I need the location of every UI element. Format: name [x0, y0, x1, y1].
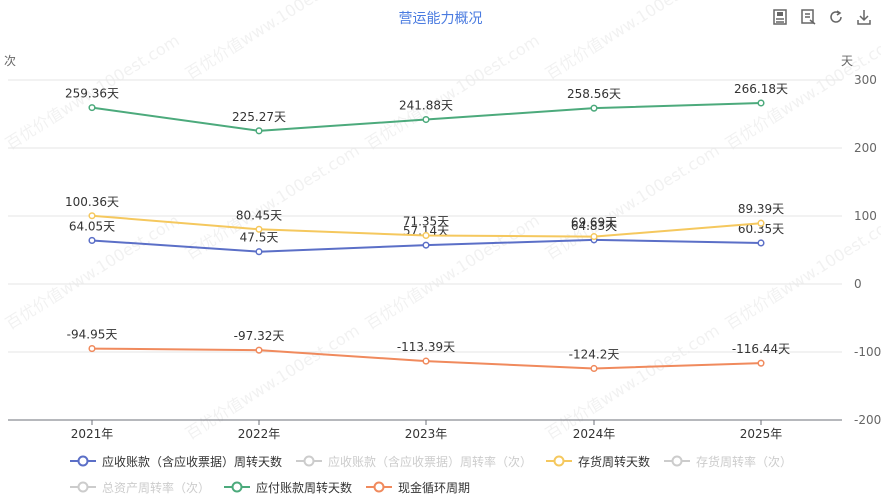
data-point [422, 241, 430, 249]
legend-item[interactable]: 存货周转天数 [546, 453, 650, 470]
restore-icon[interactable] [825, 6, 847, 28]
legend-marker [296, 455, 323, 467]
legend-label: 存货周转天数 [578, 454, 651, 469]
data-label: -94.95天 [67, 328, 118, 342]
legend-item[interactable]: 应付账款周转天数 [224, 479, 352, 496]
legend-row: 应收账款（含应收票据）周转天数 应收账款（含应收票据）周转率（次） 存货周转天数 存货… [70, 448, 830, 474]
watermark-text: 百优价值www.100est.com [182, 0, 363, 83]
data-point [757, 239, 765, 247]
data-point [757, 359, 765, 367]
watermark-text: 百优价值www.100est.com [542, 141, 723, 264]
legend-marker [70, 455, 96, 467]
right-axis-unit: 天 [840, 54, 853, 68]
legend-label: 应收账款（含应收票据）周转天数 [102, 454, 283, 469]
watermark-text: 百优价值www.100est.com [362, 211, 543, 334]
data-point [255, 127, 263, 135]
data-label: 80.45天 [236, 208, 282, 222]
data-point [422, 115, 430, 124]
x-tick-label: 2025年 [740, 427, 783, 441]
data-point [757, 99, 765, 107]
data-point [255, 346, 263, 354]
data-label: -124.2天 [569, 347, 620, 361]
toolbox [769, 6, 875, 28]
data-label: -116.44天 [732, 342, 790, 356]
data-point [590, 233, 598, 241]
y-tick-label: 100 [854, 209, 877, 223]
legend-label: 应收账款（含应收票据）周转率（次） [328, 454, 533, 469]
legend-marker [546, 455, 573, 467]
data-point [422, 231, 430, 240]
y-tick-label: 0 [854, 277, 862, 291]
legend-item[interactable]: 应收账款（含应收票据）周转天数 [70, 453, 282, 470]
data-point [590, 104, 598, 112]
y-tick-label: -100 [854, 345, 881, 359]
magic-type-icon[interactable] [797, 6, 819, 28]
y-tick-label: -200 [854, 413, 881, 427]
legend-marker [664, 455, 691, 467]
legend-label: 现金循环周期 [398, 480, 471, 495]
data-point [88, 212, 96, 220]
watermark-text: 百优价值www.100est.com [542, 0, 723, 83]
data-view-icon[interactable] [769, 6, 791, 28]
y-tick-label: 200 [854, 141, 877, 155]
data-point [88, 345, 96, 353]
data-label: 225.27天 [232, 110, 286, 124]
watermark-text: 百优价值www.100est.com [362, 31, 543, 154]
legend-label: 存货周转率（次） [696, 454, 793, 469]
data-label: 259.36天 [65, 87, 119, 101]
data-point [88, 236, 96, 244]
legend-marker [224, 481, 251, 493]
legend-marker [366, 481, 393, 493]
data-point [757, 219, 765, 227]
data-label: 100.36天 [65, 195, 119, 209]
x-tick-label: 2023年 [405, 427, 448, 441]
data-label: 64.05天 [69, 219, 115, 233]
data-point [88, 104, 96, 112]
data-label: 89.39天 [738, 202, 784, 216]
data-point [255, 225, 263, 233]
x-tick-label: 2022年 [238, 427, 281, 441]
left-axis-unit: 次 [4, 54, 17, 68]
legend-label: 应付账款周转天数 [256, 480, 353, 495]
data-point [255, 248, 263, 256]
y-tick-label: 300 [854, 73, 877, 87]
data-point [422, 357, 430, 365]
watermark-text: 百优价值www.100est.com [542, 321, 723, 444]
legend-marker [70, 481, 96, 493]
legend: 应收账款（含应收票据）周转天数 应收账款（含应收票据）周转率（次） 存货周转天数 存货… [70, 448, 830, 500]
legend-label: 总资产周转率（次） [102, 480, 211, 495]
watermark-text: 百优价值www.100est.com [182, 141, 363, 264]
data-label: 60.35天 [738, 222, 784, 236]
legend-item[interactable]: 存货周转率（次） [664, 453, 792, 470]
data-label: -113.39天 [397, 340, 455, 354]
data-label: 266.18天 [734, 82, 788, 96]
data-point [590, 364, 598, 373]
data-label: 241.88天 [399, 99, 453, 113]
download-icon[interactable] [853, 6, 875, 28]
chart-title: 营运能力概况 [398, 11, 483, 27]
legend-item[interactable]: 总资产周转率（次） [70, 479, 210, 496]
x-tick-label: 2024年 [573, 427, 616, 441]
data-label: 69.69天 [571, 216, 617, 230]
data-label: 71.35天 [403, 214, 449, 228]
legend-item[interactable]: 现金循环周期 [366, 479, 470, 496]
legend-row: 总资产周转率（次） 应付账款周转天数 现金循环周期 [70, 474, 830, 500]
legend-item[interactable]: 应收账款（含应收票据）周转率（次） [296, 453, 532, 470]
x-tick-label: 2021年 [71, 427, 114, 441]
data-label: -97.32天 [234, 329, 285, 343]
data-label: 258.56天 [567, 87, 621, 101]
data-label: 64.83天 [571, 219, 617, 233]
data-label: 47.5天 [240, 231, 279, 245]
